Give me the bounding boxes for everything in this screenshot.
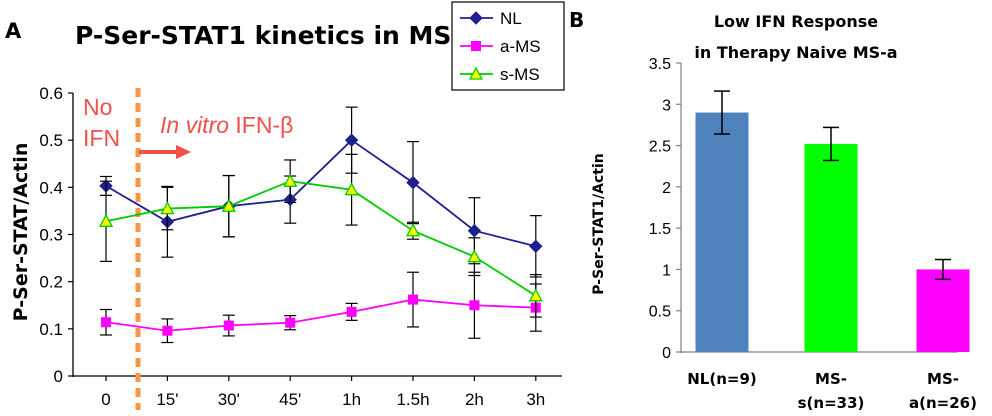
data-point bbox=[529, 239, 543, 253]
series-s-ms bbox=[98, 153, 543, 318]
x-tick-label: MS- bbox=[815, 370, 847, 388]
chart-b-y-ticks: 0 0.5 1 1.5 2 2.5 3 3.5 bbox=[649, 56, 681, 362]
y-tick-label: 1.5 bbox=[649, 221, 671, 238]
data-point bbox=[285, 317, 296, 328]
data-point bbox=[223, 320, 234, 331]
x-tick-label: 1.5h bbox=[396, 390, 429, 409]
x-tick-label: 2h bbox=[465, 390, 484, 409]
chart-a-legend: NL a-MS s-MS bbox=[451, 1, 565, 91]
chart-b-title-line1: Low IFN Response bbox=[714, 12, 878, 31]
chart-a-x-ticks: 0 15' 30' 45' 1h 1.5h 2h 3h bbox=[101, 376, 545, 409]
ifn-arrow-head bbox=[176, 145, 191, 159]
series-line bbox=[105, 139, 537, 248]
data-point bbox=[528, 288, 543, 302]
in-vitro-rest: IFN-β bbox=[229, 112, 293, 138]
no-ifn-label-line1: No bbox=[83, 94, 112, 120]
panel-b-label: B bbox=[569, 8, 584, 32]
data-point bbox=[221, 198, 236, 212]
chart-a-y-label: P-Ser-STAT/Actin bbox=[10, 143, 32, 322]
legend-label: NL bbox=[500, 9, 522, 28]
y-tick-label: 0.2 bbox=[39, 273, 63, 292]
data-point bbox=[467, 224, 482, 238]
y-tick-label: 0.4 bbox=[39, 178, 63, 197]
y-tick-label: 0.5 bbox=[39, 131, 63, 150]
y-tick-label: 0.5 bbox=[649, 304, 671, 321]
legend-label: a-MS bbox=[500, 37, 541, 56]
data-point bbox=[344, 133, 359, 147]
data-point bbox=[405, 223, 421, 237]
data-point bbox=[406, 175, 420, 190]
chart-a-title: P-Ser-STAT1 kinetics in MS bbox=[75, 21, 451, 50]
panel-a-label: A bbox=[5, 19, 22, 43]
legend-marker bbox=[469, 11, 483, 25]
y-tick-label: 3 bbox=[662, 97, 671, 114]
data-point bbox=[283, 173, 298, 187]
data-point bbox=[346, 306, 357, 317]
bar bbox=[916, 269, 970, 352]
x-tick-label: 30' bbox=[218, 390, 240, 409]
x-tick-label: s(n=33) bbox=[798, 394, 865, 412]
y-tick-label: 2 bbox=[662, 180, 671, 197]
y-tick-label: 0.3 bbox=[39, 226, 63, 245]
chart-b-bars bbox=[695, 90, 970, 353]
panel-a: A P-Ser-STAT1 kinetics in MS 00.10.20.30… bbox=[5, 1, 565, 410]
data-point bbox=[467, 249, 482, 263]
no-ifn-label-line2: IFN bbox=[83, 125, 120, 151]
chart-a-series bbox=[98, 106, 543, 344]
y-tick-label: 3.5 bbox=[649, 56, 671, 73]
bar bbox=[695, 112, 749, 353]
panel-b: B Low IFN Response in Therapy Naive MS-a… bbox=[569, 8, 977, 412]
data-point bbox=[469, 300, 480, 311]
data-point bbox=[160, 201, 175, 215]
y-tick-label: 1 bbox=[662, 262, 671, 279]
x-tick-label: 45' bbox=[279, 390, 301, 409]
y-tick-label: 2.5 bbox=[649, 139, 671, 156]
series-a-ms bbox=[100, 271, 542, 344]
x-tick-label: 3h bbox=[526, 390, 545, 409]
legend-marker bbox=[468, 66, 484, 80]
x-tick-label: NL(n=9) bbox=[687, 370, 757, 388]
y-tick-label: 0 bbox=[662, 345, 671, 362]
series-line bbox=[105, 180, 537, 297]
chart-a-y-ticks: 0 0.1 0.2 0.3 0.4 0.5 0.6 bbox=[39, 84, 73, 386]
x-tick-label: a(n=26) bbox=[909, 394, 977, 412]
chart-b-title-line2: in Therapy Naive MS-a bbox=[694, 43, 897, 62]
x-tick-label: MS- bbox=[927, 370, 959, 388]
x-tick-label: 0 bbox=[101, 390, 110, 409]
chart-b-x-ticks: NL(n=9) MS-s(n=33) MS-a(n=26) bbox=[687, 370, 977, 412]
data-point bbox=[98, 213, 114, 227]
legend-marker bbox=[471, 41, 481, 51]
data-point bbox=[101, 317, 111, 328]
y-tick-label: 0 bbox=[54, 367, 63, 386]
data-point bbox=[162, 325, 173, 336]
in-vitro-ifn-label: In vitro IFN-β bbox=[160, 112, 293, 138]
x-tick-label: 15' bbox=[156, 390, 178, 409]
chart-b-y-label: P-Ser-STAT1/Actin bbox=[591, 153, 607, 294]
y-tick-label: 0.6 bbox=[39, 84, 63, 103]
data-point bbox=[344, 182, 359, 196]
x-tick-label: 1h bbox=[342, 390, 361, 409]
bar bbox=[804, 143, 858, 352]
in-vitro-italic: In vitro bbox=[160, 112, 229, 138]
y-tick-label: 0.1 bbox=[39, 320, 63, 339]
series-line bbox=[105, 298, 536, 332]
legend-label: s-MS bbox=[500, 65, 540, 84]
data-point bbox=[408, 294, 418, 305]
